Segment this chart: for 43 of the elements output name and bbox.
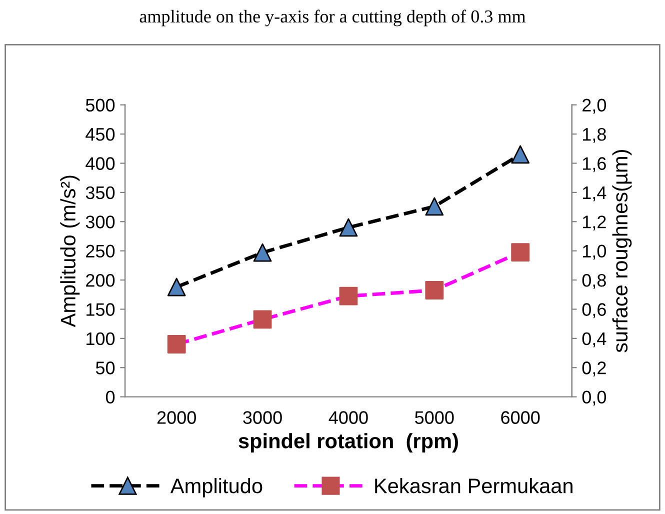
y-tick-label: 350	[86, 186, 115, 200]
y-tick-label: 50	[96, 362, 115, 374]
legend-label: Amplitudo	[170, 478, 262, 498]
point	[167, 335, 186, 354]
y-tick-label: 100	[86, 332, 115, 346]
point	[425, 197, 444, 216]
y-tick-label: 200	[86, 274, 115, 287]
point	[167, 278, 186, 296]
y2-tick-label: 1,4	[583, 186, 606, 202]
x-tick-label: 6000	[501, 411, 540, 424]
x-tick-label: 3000	[243, 411, 282, 424]
point	[511, 243, 530, 262]
x-tick-label: 4000	[328, 411, 368, 424]
chart-title: amplitude on the y-axis for a cutting depth of 0.3 mm	[140, 10, 526, 26]
point	[425, 281, 444, 300]
point	[253, 310, 272, 329]
y2-tick-label: 0,0	[582, 390, 606, 406]
legend-label: Kekasran Permukaan	[375, 478, 572, 494]
y2-tick-label: 0,6	[582, 303, 606, 318]
y-tick-label: 400	[86, 157, 115, 170]
point	[253, 243, 272, 262]
point	[339, 218, 358, 237]
y-tick-label: 0	[106, 390, 115, 404]
y2-tick-label: 1,6	[583, 157, 606, 172]
y2-tick-label: 0,4	[582, 332, 606, 348]
y2-tick-label: 2,0	[582, 98, 606, 114]
y2-tick-label: 1,8	[583, 128, 606, 143]
y-tick-label: 500	[86, 98, 115, 112]
y-axis-title: Amplitudo (m/s²)	[60, 176, 80, 328]
y-tick-label: 300	[86, 216, 115, 228]
y-tick-label: 450	[86, 128, 115, 141]
x-tick-label: 2000	[157, 411, 196, 424]
point	[511, 145, 530, 164]
x-axis-title: spindel rotation (rpm)	[238, 433, 458, 453]
y-tick-label: 250	[86, 244, 115, 258]
y2-tick-label: 1,2	[583, 216, 606, 230]
y2-axis-title: surface roughnes(µm)	[612, 150, 632, 352]
y2-tick-label: 0,8	[582, 274, 606, 289]
y2-tick-label: 0,2	[582, 362, 606, 376]
point	[339, 286, 358, 306]
y2-tick-label: 1,0	[583, 244, 606, 260]
x-tick-label: 5000	[415, 411, 454, 424]
y-tick-label: 150	[86, 303, 115, 316]
